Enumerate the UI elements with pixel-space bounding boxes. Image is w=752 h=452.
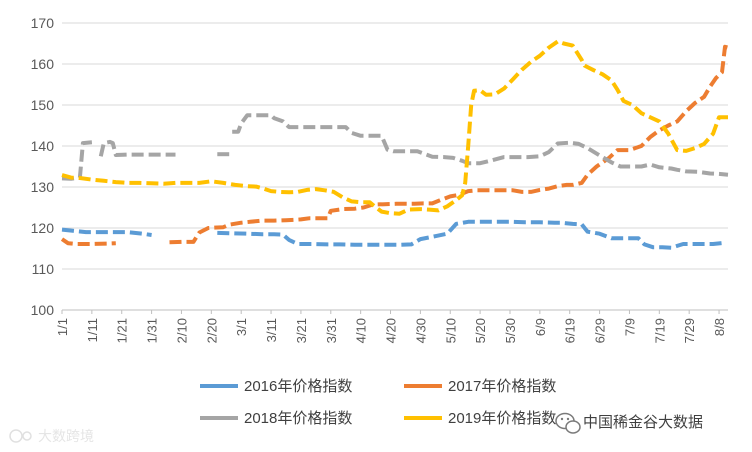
watermark-left: 大数跨境 [9,428,94,444]
x-tick-label-7-19: 7/19 [652,318,667,343]
series-line-2017-seg-0 [60,237,116,246]
gridlines [62,22,728,311]
wechat-icon [555,412,581,434]
y-tick-label-150: 150 [31,97,55,113]
legend-item-2018: 2018年价格指数 [200,410,352,427]
x-tick-label-2-10: 2/10 [174,318,189,343]
x-tick-label-3-31: 3/31 [324,318,339,343]
legend-item-2016: 2016年价格指数 [200,378,352,395]
series-lines [60,39,729,250]
x-tick-label-5-30: 5/30 [503,318,518,343]
x-tick-label-1-1: 1/1 [55,318,70,336]
y-tick-label-100: 100 [31,302,55,318]
series-line-2016-seg-0 [61,227,152,237]
x-tick-label-6-19: 6/19 [563,318,578,343]
watermark-left-text: 大数跨境 [38,428,94,444]
x-tick-label-5-20: 5/20 [473,318,488,343]
x-tick-label-3-11: 3/11 [264,318,279,342]
series-line-2017-seg-1 [169,44,729,245]
x-tick-label-4-10: 4/10 [354,318,369,343]
series-line-2018-seg-0 [61,140,93,181]
y-tick-label-110: 110 [32,261,55,277]
x-tick-label-7-29: 7/29 [682,318,697,343]
watermark-left-icon [9,429,32,443]
legend-label: 2019年价格指数 [448,410,556,427]
x-tick-label-1-31: 1/31 [145,318,160,343]
legend-item-2017: 2017年价格指数 [404,378,556,395]
series-line-2018-seg-1 [98,139,176,157]
y-tick-label-120: 120 [31,220,55,236]
series-line-2019-seg-0 [61,39,728,216]
series-line-2016-seg-1 [217,219,726,250]
x-tick-label-3-21: 3/21 [294,318,309,343]
legend-label: 2017年价格指数 [448,378,556,395]
watermark-right-text: 中国稀金谷大数据 [583,414,703,431]
x-tick-label-8-8: 8/8 [712,318,727,336]
x-tick-label-4-30: 4/30 [413,318,428,343]
y-tick-label-170: 170 [31,15,55,31]
legend-item-2019: 2019年价格指数 [404,410,556,427]
series-line-2018-seg-3 [232,113,729,177]
x-tick-label-6-9: 6/9 [533,318,548,336]
x-tick-label-5-10: 5/10 [443,318,458,343]
x-tick-label-2-20: 2/20 [204,318,219,343]
x-tick-label-1-21: 1/21 [115,318,130,343]
x-tick-label-4-20: 4/20 [384,318,399,343]
x-tick-label-7-9: 7/9 [622,318,637,336]
legend-label: 2016年价格指数 [244,378,352,395]
x-tick-label-1-11: 1/11 [85,318,100,342]
y-tick-label-130: 130 [31,179,55,195]
legend-label: 2018年价格指数 [244,410,352,427]
x-axis: 1/1 1/11 1/21 1/31 2/10 2/20 3/1 3/11 3/21 3/31 4/… [55,309,728,343]
y-axis: 100 110 120 130 140 150 160 170 [31,15,55,318]
legend: 2016年价格指数 2017年价格指数 2018年价格指数 2019年价格指数 [200,378,556,427]
x-tick-label-6-29: 6/29 [593,318,608,343]
x-tick-label-3-1: 3/1 [234,318,249,336]
watermark-right: 中国稀金谷大数据 [555,412,703,434]
y-tick-label-160: 160 [31,56,55,72]
y-tick-label-140: 140 [31,138,55,154]
